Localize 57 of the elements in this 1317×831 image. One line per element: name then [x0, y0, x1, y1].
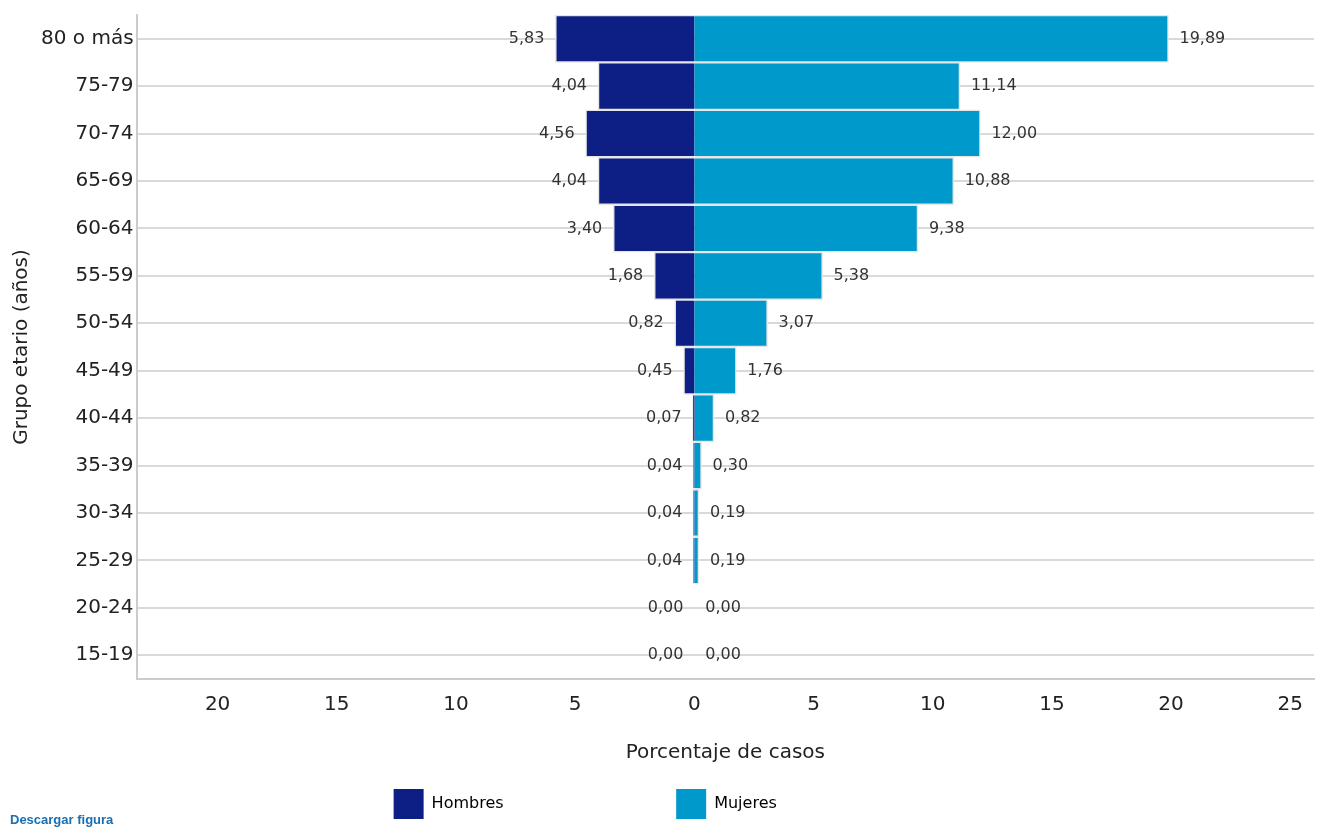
x-tick-label: 20 [204, 691, 231, 716]
x-tick-label: 0 [687, 691, 701, 716]
data-label: 0,00 [647, 644, 684, 664]
data-label: 4,04 [551, 75, 588, 95]
y-tick-label: 75-79 [75, 72, 134, 97]
x-tick-label: 5 [807, 691, 820, 716]
data-label: 3,07 [778, 312, 815, 332]
x-tick-label: 15 [324, 691, 350, 716]
y-tick-label: 15-19 [75, 641, 134, 666]
data-label: 9,38 [928, 217, 965, 237]
y-tick-label: 70-74 [75, 119, 134, 144]
x-tick-label: 5 [568, 691, 582, 716]
data-label: 0,00 [647, 597, 684, 617]
data-label: 0,19 [709, 549, 746, 569]
data-label: 19,89 [1179, 27, 1226, 47]
x-tick-label: 10 [443, 691, 469, 716]
data-label: 11,14 [970, 75, 1017, 95]
y-axis-title: Grupo etario (años) [8, 249, 33, 445]
y-tick-label: 30-34 [75, 499, 134, 524]
data-label: 0,07 [646, 407, 682, 427]
y-tick-label: 60-64 [75, 214, 134, 239]
legend-label: Hombres [431, 793, 657, 813]
y-tick-label: 45-49 [75, 356, 134, 381]
data-label: 0,82 [724, 407, 761, 427]
x-tick-label: 20 [1158, 691, 1184, 716]
x-tick-label: 15 [1039, 691, 1065, 716]
data-label: 12,00 [991, 122, 1038, 142]
data-label: 1,76 [747, 359, 783, 379]
data-label: 0,19 [709, 502, 746, 522]
data-label: 10,88 [964, 170, 1011, 190]
data-label: 0,30 [712, 454, 749, 474]
data-label: 0,00 [705, 597, 741, 617]
data-label: 1,68 [607, 265, 644, 285]
data-label: 0,04 [646, 502, 683, 522]
y-tick-label: 40-44 [75, 404, 134, 429]
y-tick-label: 25-29 [75, 546, 134, 571]
data-label: 0,45 [637, 359, 673, 379]
y-tick-label: 35-39 [75, 451, 134, 476]
data-label: 3,40 [566, 217, 603, 237]
data-label: 4,56 [539, 122, 575, 142]
data-label: 0,00 [705, 644, 741, 664]
data-label: 0,04 [646, 454, 683, 474]
data-label: 4,04 [551, 170, 588, 190]
x-tick-label: 10 [919, 691, 946, 716]
data-label: 0,82 [628, 312, 664, 332]
y-tick-label: 20-24 [75, 594, 134, 619]
y-tick-label: 80 o más [41, 24, 134, 49]
data-label: 5,83 [508, 27, 545, 47]
legend-label: Mujeres [714, 793, 930, 813]
x-tick-label: 25 [1277, 691, 1303, 716]
data-label: 0,04 [646, 549, 683, 569]
y-tick-label: 50-54 [75, 309, 134, 334]
x-axis-title: Porcentaje de casos [625, 739, 826, 764]
text: Descargar figura [10, 812, 114, 827]
data-label: 5,38 [833, 265, 870, 285]
y-tick-label: 65-69 [75, 167, 134, 192]
y-tick-label: 55-59 [75, 262, 134, 287]
